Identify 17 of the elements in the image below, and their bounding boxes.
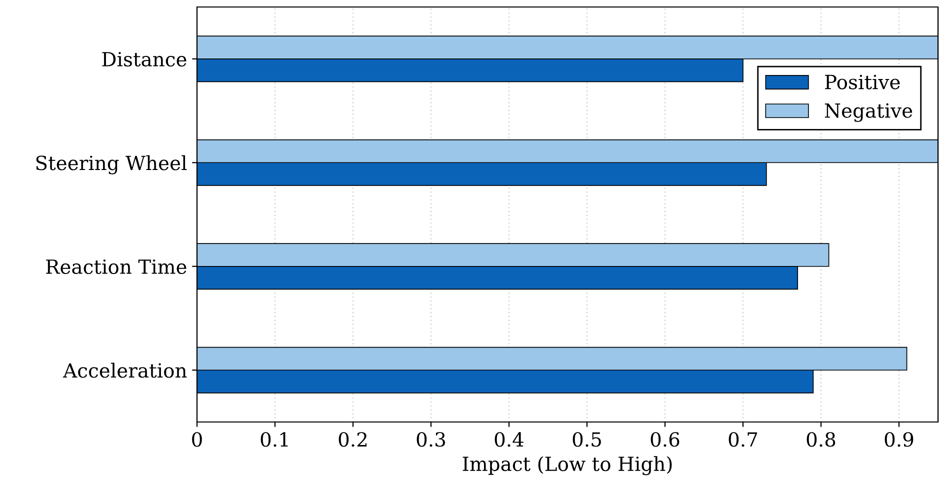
legend-label: Positive xyxy=(825,74,900,90)
y-tick-label: Steering Wheel xyxy=(36,155,187,174)
x-tick-label: 0 xyxy=(192,432,202,447)
legend-label: Negative xyxy=(824,103,912,122)
x-tick-label: 0.5 xyxy=(572,432,601,447)
x-tick-label: 0.7 xyxy=(728,432,758,447)
x-tick-label: 0.9 xyxy=(884,432,914,447)
x-tick-label: 0.8 xyxy=(806,432,836,447)
x-tick-label: 0.6 xyxy=(650,432,680,447)
y-tick-label: Reaction Time xyxy=(46,259,186,274)
x-tick-label: 0.3 xyxy=(416,432,446,447)
x-tick-label: 0.4 xyxy=(494,432,524,447)
x-axis-title: Impact (Low to High) xyxy=(462,456,672,476)
x-tick-label: 0.1 xyxy=(260,432,288,447)
y-tick-label: Distance xyxy=(102,52,186,67)
x-tick-label: 0.2 xyxy=(338,432,367,447)
y-tick-label: Acceleration xyxy=(62,362,187,378)
